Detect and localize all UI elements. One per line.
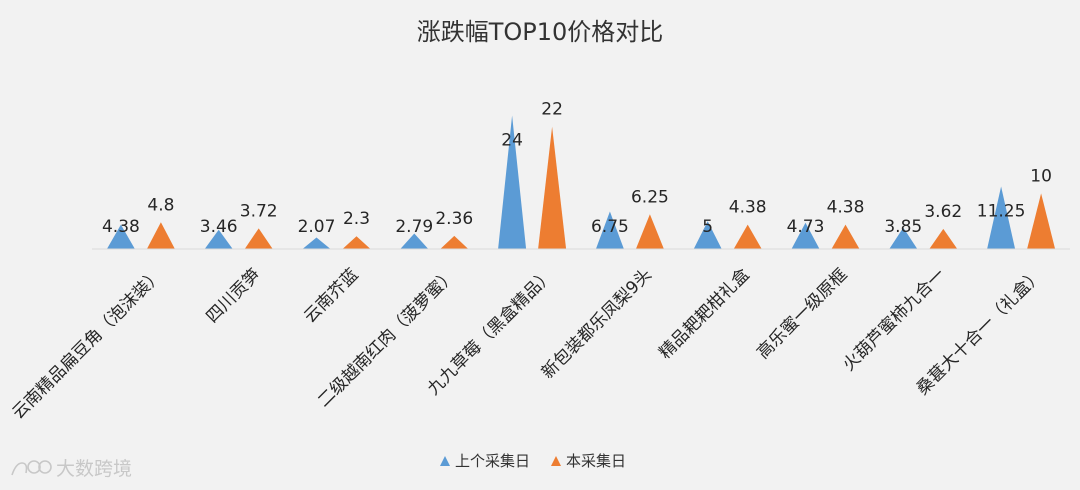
mark-current-2	[342, 236, 371, 249]
mark-current-3	[440, 235, 469, 249]
chart-marks	[106, 115, 1056, 249]
data-label-previous-0: 4.38	[102, 217, 140, 237]
category-label-0: 云南精品扁豆角（泡沫装）	[9, 265, 167, 423]
chart-title: 涨跌幅TOP10价格对比	[417, 18, 664, 46]
mark-previous-1	[204, 229, 233, 249]
data-label-previous-9: 11.25	[977, 201, 1026, 221]
data-label-current-4: 22	[541, 100, 563, 120]
data-label-previous-1: 3.46	[200, 217, 238, 237]
data-label-current-0: 4.8	[147, 195, 174, 215]
category-label-8: 火葫芦蜜柿九合一	[839, 265, 949, 375]
data-label-current-6: 4.38	[729, 198, 767, 218]
data-label-current-8: 3.62	[924, 202, 962, 222]
legend-marker-previous	[440, 456, 450, 466]
mark-current-7	[831, 224, 860, 249]
watermark-logo-icon	[11, 460, 52, 476]
mark-previous-0	[106, 224, 135, 249]
mark-previous-3	[400, 233, 429, 249]
data-label-current-1: 3.72	[240, 201, 278, 221]
category-label-6: 精品耙耙柑礼盒	[655, 265, 753, 363]
data-label-previous-3: 2.79	[395, 217, 433, 237]
mark-previous-8	[889, 227, 918, 249]
mark-current-4	[538, 126, 567, 249]
mark-current-9	[1027, 193, 1056, 249]
mark-current-1	[244, 228, 273, 249]
mark-previous-5	[595, 211, 624, 249]
category-label-1: 四川贡笋	[202, 265, 264, 327]
mark-previous-9	[987, 186, 1016, 249]
legend-label-previous: 上个采集日	[455, 452, 530, 470]
mark-previous-2	[302, 237, 331, 249]
data-labels: 4.38 4.8 3.463.72 2.07 2.3 2.79 2.36 24 22 6.756.…	[102, 100, 1052, 237]
mark-current-6	[733, 224, 762, 249]
data-label-current-3: 2.36	[435, 209, 473, 229]
mark-current-0	[146, 222, 175, 249]
data-label-current-7: 4.38	[827, 198, 865, 218]
mark-current-5	[635, 214, 664, 249]
mark-previous-4	[498, 115, 527, 249]
data-label-previous-6: 5	[702, 217, 713, 237]
watermark-text: 大数跨境	[56, 458, 132, 480]
data-label-current-5: 6.25	[631, 187, 669, 207]
data-label-current-9: 10	[1030, 166, 1052, 186]
data-label-previous-8: 3.85	[884, 217, 922, 237]
data-label-current-2: 2.3	[343, 209, 370, 229]
category-label-7: 高乐蜜一级原框	[753, 265, 851, 363]
data-label-previous-2: 2.07	[298, 217, 336, 237]
data-label-previous-7: 4.73	[787, 217, 825, 237]
legend-marker-current	[551, 456, 561, 466]
category-label-5: 新包装都乐凤梨9头	[538, 265, 656, 383]
mark-previous-6	[693, 221, 722, 249]
data-label-previous-4: 24	[501, 131, 523, 151]
legend: 上个采集日 本采集日	[440, 452, 626, 470]
mark-current-8	[929, 228, 958, 249]
mark-previous-7	[791, 222, 820, 249]
data-label-previous-5: 6.75	[591, 217, 629, 237]
category-label-2: 云南芥蓝	[300, 265, 362, 327]
watermark: 大数跨境	[11, 458, 132, 480]
legend-label-current: 本采集日	[566, 452, 626, 470]
category-labels: 云南精品扁豆角（泡沫装） 四川贡笋 云南芥蓝二级越南红肉（菠萝蜜）九九草莓（黑盒精品…	[9, 265, 1048, 423]
